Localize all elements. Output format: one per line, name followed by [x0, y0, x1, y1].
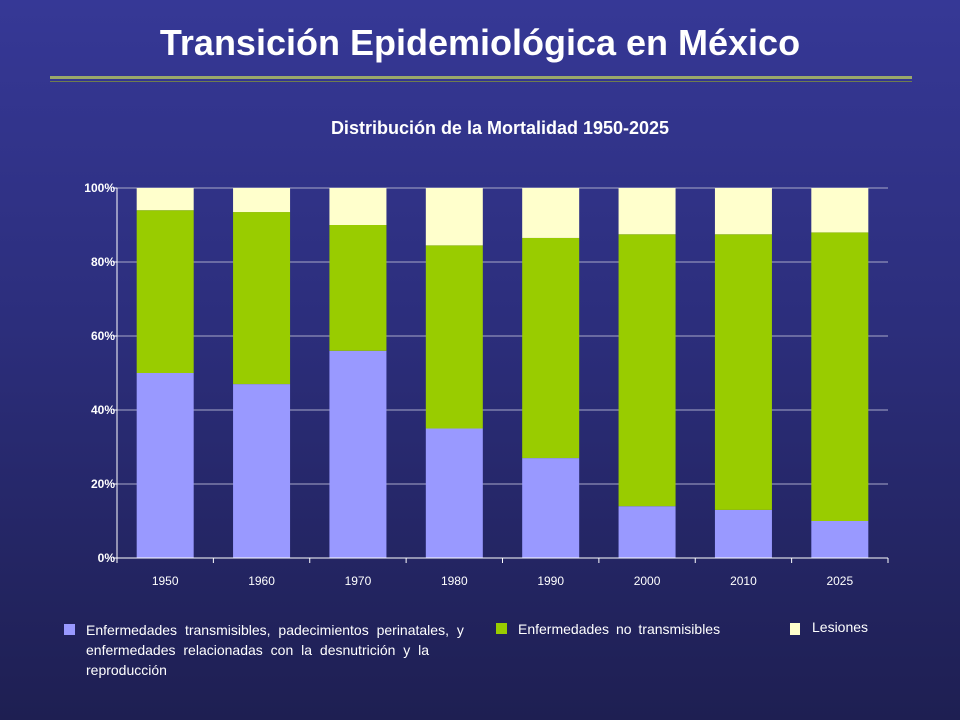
bar-segment-transmisibles: [811, 521, 869, 558]
legend-label-transmisibles: Enfermedades transmisibles, padecimiento…: [86, 622, 464, 678]
bar-segment-no_transmisibles: [425, 245, 483, 429]
bar-segment-transmisibles: [618, 506, 676, 558]
y-tick-label: 40%: [91, 403, 115, 417]
bar-segment-transmisibles: [714, 509, 772, 558]
bar-segment-transmisibles: [233, 384, 291, 558]
x-tick-label: 1990: [537, 574, 564, 588]
mortality-stacked-bar-chart: 0% 20% 40% 60% 80% 100% 1950 1960 1970 1980 1990 20…: [84, 181, 888, 588]
y-tick-label: 60%: [91, 329, 115, 343]
bar-segment-lesiones: [811, 188, 869, 233]
legend-label-no-transmisibles: Enfermedades no transmisibles: [518, 621, 721, 637]
bar-segment-no_transmisibles: [329, 225, 387, 351]
bar-segment-lesiones: [425, 188, 483, 246]
legend-label-lesiones: Lesiones: [812, 619, 869, 635]
legend-item-transmisibles: Enfermedades transmisibles, padecimiento…: [64, 620, 464, 680]
bar-segment-no_transmisibles: [233, 212, 291, 385]
y-tick-label: 0%: [98, 551, 116, 565]
bar-segment-transmisibles: [522, 458, 580, 558]
legend-swatch-lesiones: [790, 623, 800, 635]
bar-segment-lesiones: [714, 188, 772, 235]
legend-swatch-no-transmisibles: [496, 623, 507, 634]
y-tick-label: 80%: [91, 255, 115, 269]
title-underline: [50, 76, 912, 79]
bar-segment-lesiones: [618, 188, 676, 235]
bar-segment-transmisibles: [329, 350, 387, 558]
slide-title: Transición Epidemiológica en México: [159, 22, 801, 63]
x-tick-label: 2025: [826, 574, 853, 588]
bar-segment-no_transmisibles: [714, 234, 772, 510]
x-tick-label: 2000: [634, 574, 661, 588]
legend-item-no-transmisibles: Enfermedades no transmisibles: [496, 619, 786, 639]
bar-segment-lesiones: [233, 188, 291, 213]
bar-segment-no_transmisibles: [136, 210, 194, 373]
bar-segment-transmisibles: [136, 373, 194, 558]
y-tick-label: 20%: [91, 477, 115, 491]
title-underline-thin: [50, 81, 912, 82]
x-tick-label: 1970: [345, 574, 372, 588]
bar-segment-no_transmisibles: [811, 232, 869, 521]
bar-segment-no_transmisibles: [522, 237, 580, 459]
bar-segment-lesiones: [329, 188, 387, 225]
legend-swatch-transmisibles: [64, 624, 75, 635]
bar-segment-lesiones: [136, 188, 194, 211]
legend-item-lesiones: Lesiones: [790, 617, 910, 637]
bar-segment-transmisibles: [425, 428, 483, 558]
bar-segment-lesiones: [522, 188, 580, 238]
x-tick-label: 1960: [248, 574, 275, 588]
bar-segment-no_transmisibles: [618, 234, 676, 507]
chart-title: Distribución de la Mortalidad 1950-2025: [330, 118, 670, 138]
x-tick-label: 1980: [441, 574, 468, 588]
x-tick-label: 2010: [730, 574, 757, 588]
y-tick-label: 100%: [84, 181, 115, 195]
x-tick-label: 1950: [152, 574, 179, 588]
